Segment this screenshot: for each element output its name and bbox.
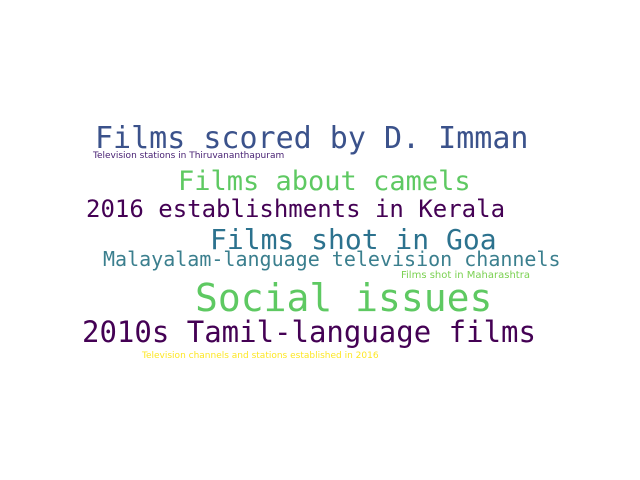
word-television-stations-thiruvananthapuram: Television stations in Thiruvananthapura…: [93, 151, 285, 161]
word-tv-channels-established-2016: Television channels and stations establi…: [142, 351, 379, 361]
word-films-shot-in-maharashtra: Films shot in Maharashtra: [401, 270, 530, 281]
word-2010s-tamil-films: 2010s Tamil-language films: [82, 315, 536, 349]
word-films-about-camels: Films about camels: [178, 166, 471, 197]
word-social-issues: Social issues: [195, 276, 493, 320]
word-films-scored-by-d-imman: Films scored by D. Imman: [95, 121, 529, 156]
word-2016-establishments-kerala: 2016 establishments in Kerala: [86, 195, 506, 223]
word-malayalam-tv-channels: Malayalam-language television channels: [103, 247, 561, 271]
word-films-shot-in-goa: Films shot in Goa: [210, 223, 497, 256]
